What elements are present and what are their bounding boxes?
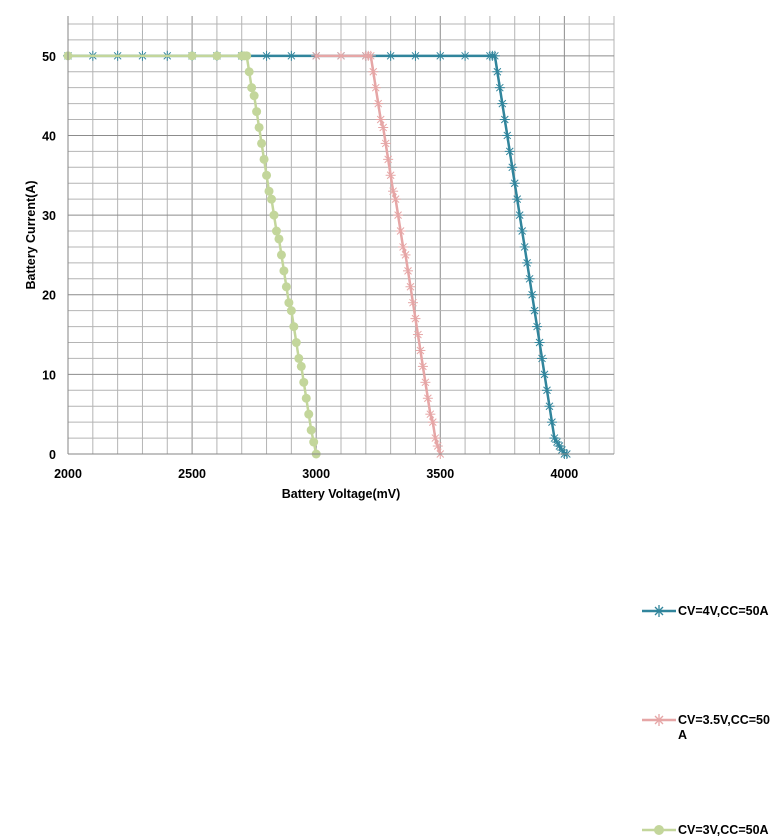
legend-label: CV=3V,CC=50A — [678, 823, 769, 837]
y-axis-title: Battery Current(A) — [24, 180, 38, 289]
svg-text:50: 50 — [42, 50, 56, 64]
legend-item-cv3v: CV=3V,CC=50A — [640, 823, 770, 838]
svg-text:2500: 2500 — [178, 467, 206, 481]
legend-item-cv3-5v: CV=3.5V,CC=50A — [640, 713, 770, 743]
series-CV=3.5V,CC=50A — [311, 50, 446, 459]
legend-label: CV=4V,CC=50A — [678, 604, 769, 618]
x-axis-title: Battery Voltage(mV) — [282, 487, 401, 501]
gridlines — [67, 16, 615, 455]
legend-item-cv4v: CV=4V,CC=50A — [640, 604, 770, 619]
svg-text:4000: 4000 — [550, 467, 578, 481]
svg-text:3500: 3500 — [426, 467, 454, 481]
svg-text:20: 20 — [42, 289, 56, 303]
circle-marker-icon — [642, 825, 676, 835]
series-CV=4V,CC=50A — [63, 50, 572, 459]
svg-text:2000: 2000 — [54, 467, 82, 481]
legend-label: CV=3.5V,CC=50A — [678, 713, 770, 742]
svg-text:30: 30 — [42, 209, 56, 223]
asterisk-marker-icon — [642, 605, 676, 617]
series-CV=3V,CC=50A — [63, 51, 321, 459]
axes: 2000 2500 3000 3500 4000 0 10 20 30 40 50 — [42, 16, 614, 481]
svg-text:10: 10 — [42, 368, 56, 382]
series-lines — [63, 50, 572, 459]
chart: 2000 2500 3000 3500 4000 0 10 20 30 40 50 Battery … — [24, 16, 770, 837]
svg-text:0: 0 — [49, 448, 56, 462]
plot-area: 2000 2500 3000 3500 4000 0 10 20 30 40 50 Battery … — [24, 16, 615, 501]
svg-text:3000: 3000 — [302, 467, 330, 481]
asterisk-marker-icon — [642, 714, 676, 726]
svg-text:40: 40 — [42, 129, 56, 143]
